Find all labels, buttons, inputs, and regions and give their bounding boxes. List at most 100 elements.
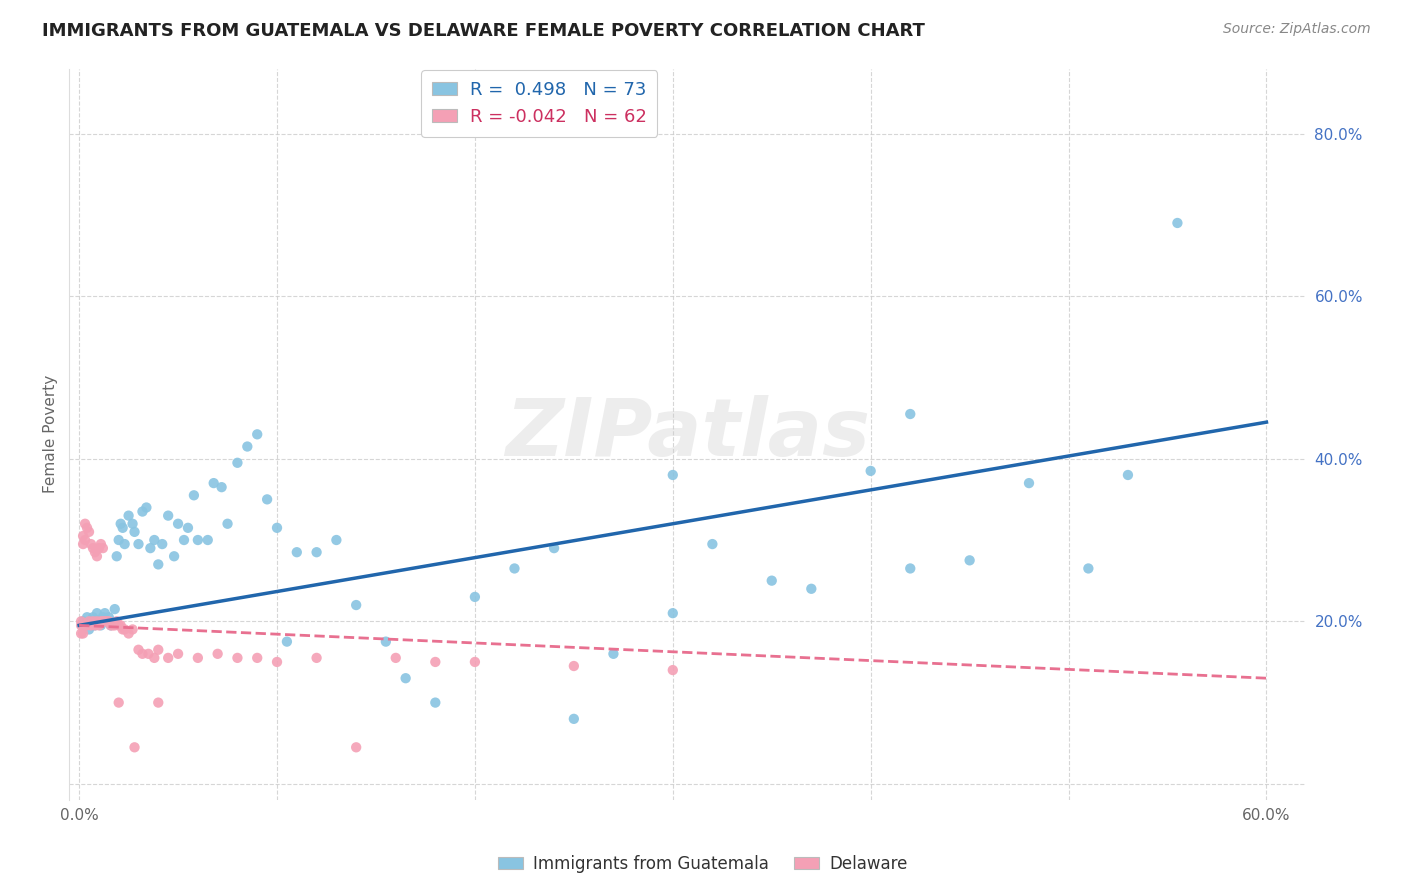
Point xyxy=(761,574,783,588)
Point xyxy=(121,516,143,531)
Point xyxy=(82,541,104,556)
Point xyxy=(72,615,94,629)
Point xyxy=(959,553,981,567)
Point xyxy=(173,533,195,547)
Point xyxy=(898,561,921,575)
Point xyxy=(325,533,347,547)
Point xyxy=(97,610,120,624)
Point xyxy=(211,480,233,494)
Point xyxy=(80,615,103,629)
Text: ZIPatlas: ZIPatlas xyxy=(505,395,870,474)
Point xyxy=(464,655,486,669)
Point xyxy=(80,537,103,551)
Point xyxy=(305,651,328,665)
Point xyxy=(73,618,96,632)
Point xyxy=(226,456,249,470)
Point xyxy=(207,647,229,661)
Point xyxy=(76,610,98,624)
Point xyxy=(800,582,823,596)
Point xyxy=(543,541,565,556)
Legend: R =  0.498   N = 73, R = -0.042   N = 62: R = 0.498 N = 73, R = -0.042 N = 62 xyxy=(420,70,658,137)
Point xyxy=(183,488,205,502)
Point xyxy=(72,537,94,551)
Point xyxy=(562,659,585,673)
Point xyxy=(246,427,269,442)
Point xyxy=(86,606,108,620)
Point xyxy=(86,615,108,629)
Point xyxy=(111,521,134,535)
Point xyxy=(135,500,157,515)
Point xyxy=(91,541,114,556)
Point xyxy=(1116,467,1139,482)
Point xyxy=(148,642,170,657)
Point xyxy=(105,615,128,629)
Point xyxy=(148,696,170,710)
Point xyxy=(101,618,124,632)
Point xyxy=(90,618,112,632)
Point xyxy=(117,508,139,523)
Point xyxy=(96,615,118,629)
Point xyxy=(662,606,685,620)
Point xyxy=(82,615,104,629)
Point xyxy=(143,533,166,547)
Point xyxy=(121,623,143,637)
Point xyxy=(84,618,107,632)
Point xyxy=(76,521,98,535)
Point xyxy=(167,647,190,661)
Point xyxy=(562,712,585,726)
Point xyxy=(285,545,308,559)
Point xyxy=(503,561,526,575)
Point xyxy=(77,615,100,629)
Point xyxy=(91,615,114,629)
Point xyxy=(114,537,136,551)
Y-axis label: Female Poverty: Female Poverty xyxy=(44,376,58,493)
Point xyxy=(197,533,219,547)
Point xyxy=(124,740,146,755)
Point xyxy=(131,647,153,661)
Point xyxy=(143,651,166,665)
Point xyxy=(76,618,98,632)
Point xyxy=(73,516,96,531)
Point xyxy=(70,615,93,629)
Text: Source: ZipAtlas.com: Source: ZipAtlas.com xyxy=(1223,22,1371,37)
Point xyxy=(104,602,127,616)
Point xyxy=(94,615,117,629)
Point xyxy=(266,521,288,535)
Point xyxy=(177,521,200,535)
Point xyxy=(131,504,153,518)
Point xyxy=(236,440,259,454)
Point xyxy=(602,647,624,661)
Point xyxy=(187,533,209,547)
Point xyxy=(87,541,110,556)
Point xyxy=(344,598,367,612)
Point xyxy=(128,537,150,551)
Point xyxy=(859,464,882,478)
Point xyxy=(77,623,100,637)
Point xyxy=(84,545,107,559)
Point xyxy=(104,618,127,632)
Point xyxy=(72,529,94,543)
Point xyxy=(138,647,160,661)
Point xyxy=(107,618,129,632)
Point xyxy=(384,651,406,665)
Point xyxy=(1077,561,1099,575)
Point xyxy=(128,642,150,657)
Point xyxy=(80,618,103,632)
Point xyxy=(702,537,724,551)
Point xyxy=(246,651,269,665)
Point xyxy=(150,537,173,551)
Point xyxy=(100,618,122,632)
Point xyxy=(110,618,132,632)
Point xyxy=(374,634,396,648)
Point xyxy=(72,626,94,640)
Point xyxy=(73,618,96,632)
Point xyxy=(107,696,129,710)
Point xyxy=(73,533,96,547)
Point xyxy=(163,549,186,564)
Point xyxy=(110,516,132,531)
Point xyxy=(84,618,107,632)
Point xyxy=(157,508,180,523)
Point xyxy=(111,623,134,637)
Point xyxy=(1018,476,1040,491)
Point xyxy=(70,626,93,640)
